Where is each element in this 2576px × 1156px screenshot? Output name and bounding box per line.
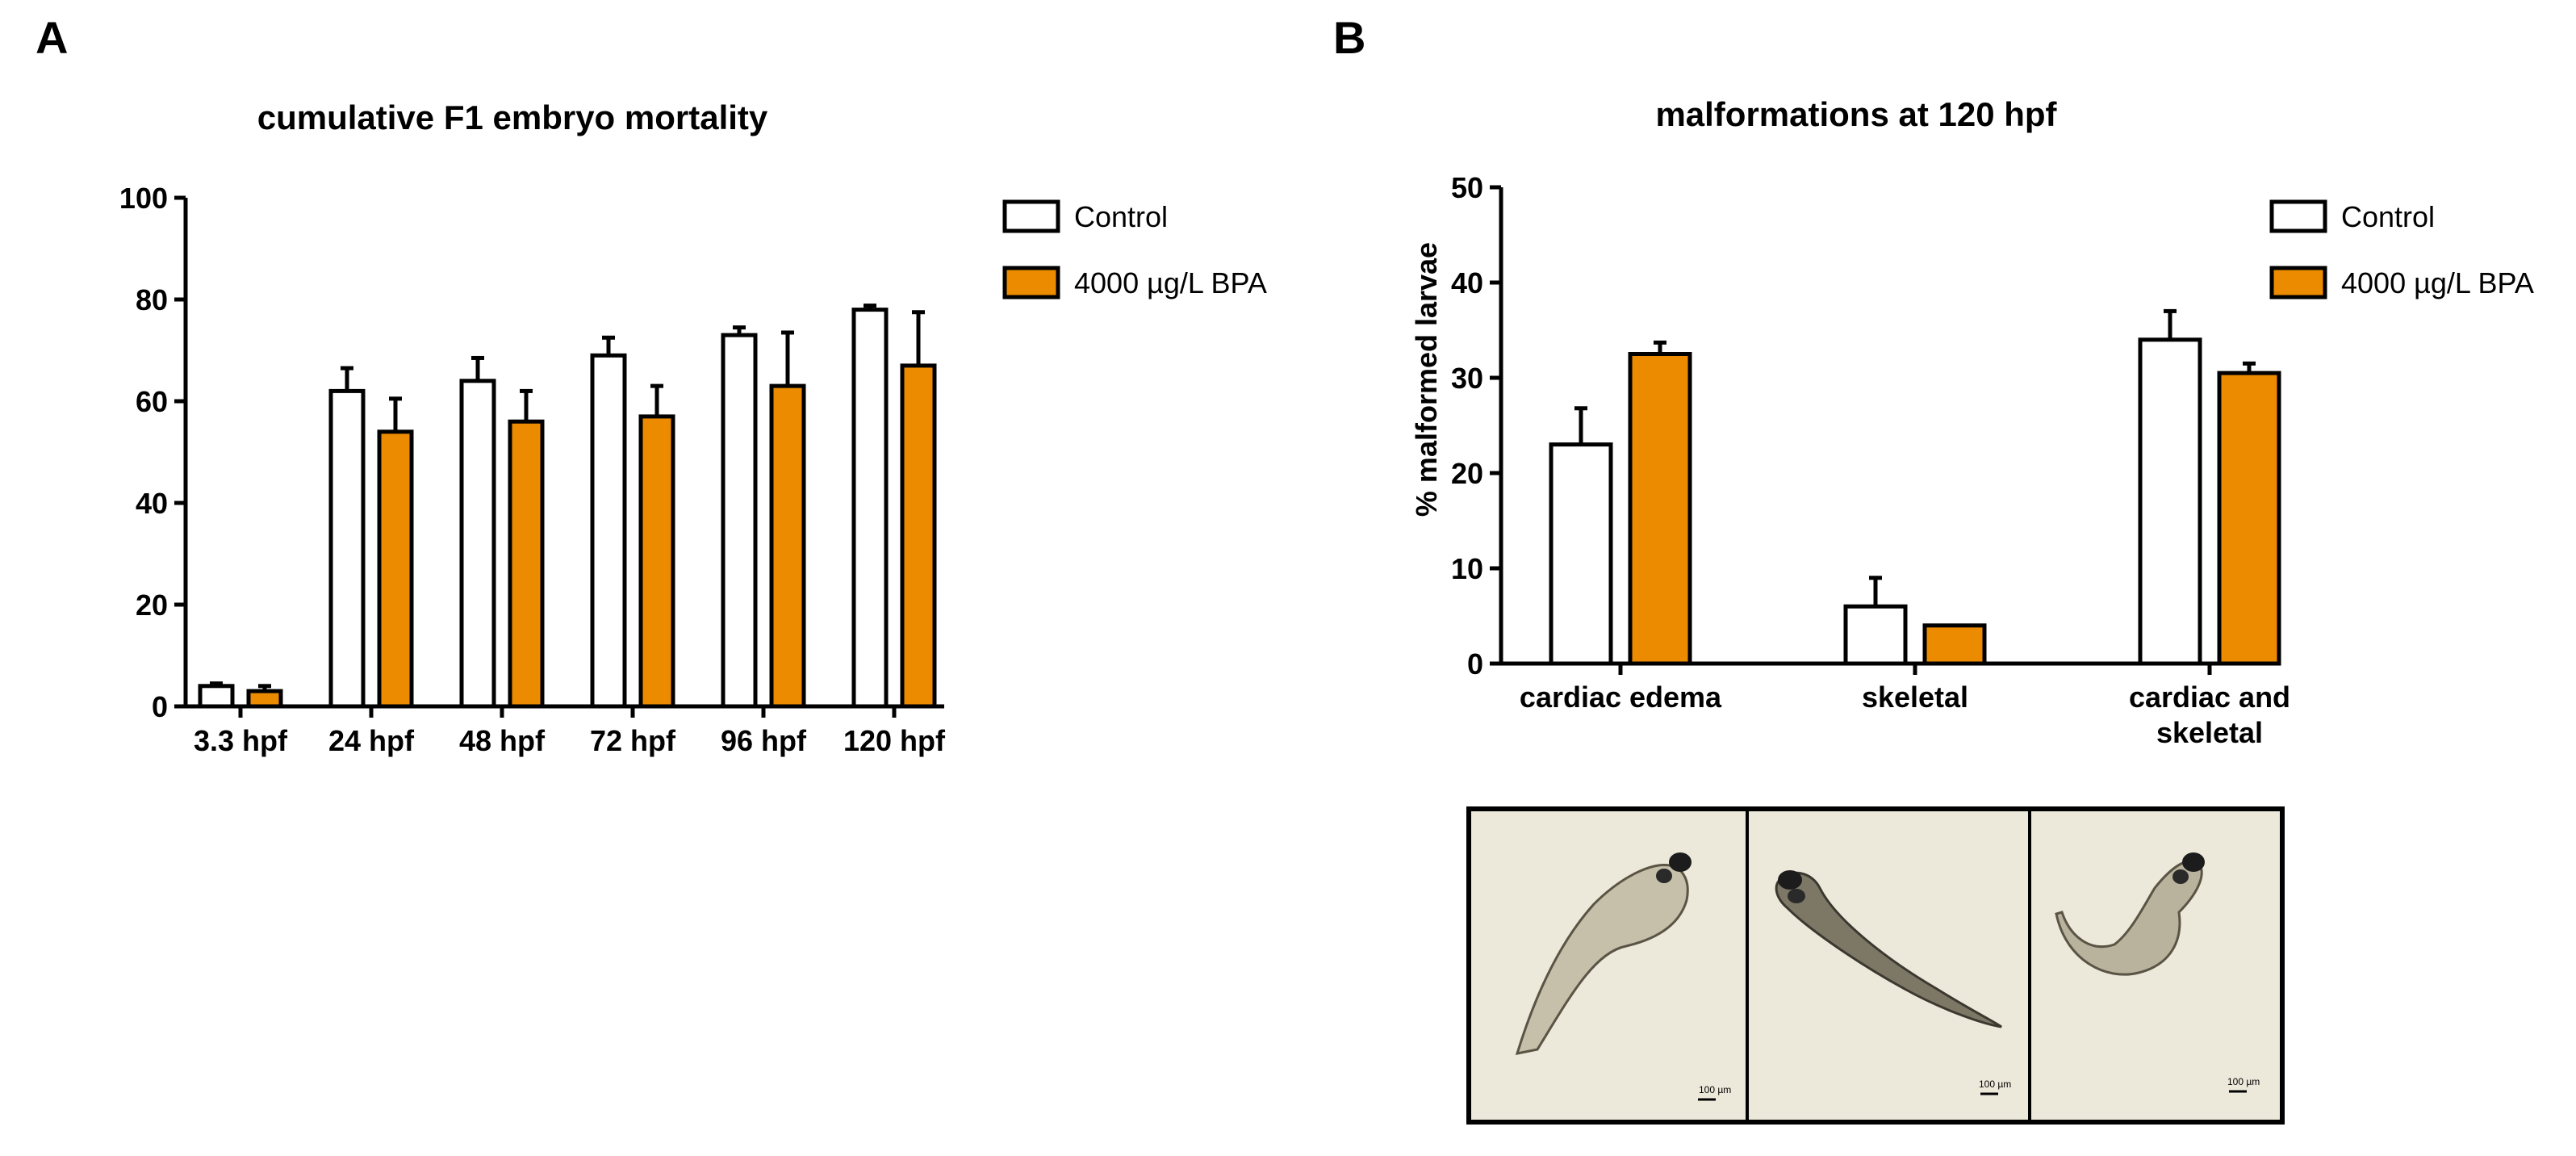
bar-control <box>2138 337 2202 666</box>
legend-swatch <box>1002 266 1060 299</box>
y-tick-label: 0 <box>1467 647 1483 681</box>
y-tick-label: 20 <box>136 588 168 622</box>
x-category-label: 48 hpf <box>459 724 546 757</box>
y-tick-label: 40 <box>136 487 168 520</box>
x-category-label: skeletal <box>2156 716 2263 749</box>
bar-control <box>590 353 627 709</box>
larva-eye <box>1778 870 1802 890</box>
x-category-label: 72 hpf <box>590 724 676 757</box>
microscopy-strip: 100 µm 100 µm 100 µm <box>1466 806 2285 1125</box>
x-category-label: 96 hpf <box>721 724 807 757</box>
scale-label: 100 µm <box>2227 1076 2260 1087</box>
legend-label: 4000 µg/L BPA <box>1074 266 1267 299</box>
legend-swatch <box>2269 266 2327 299</box>
chart-a-title: cumulative F1 embryo mortality <box>257 98 768 136</box>
x-category-label: skeletal <box>1862 681 1968 714</box>
chart-b-title: malformations at 120 hpf <box>1655 95 2057 133</box>
chart-b-ylabel: % malformed larvae <box>1410 242 1443 517</box>
y-tick-label: 40 <box>1451 266 1483 299</box>
scale-label: 100 µm <box>1699 1084 1731 1095</box>
chart-a: 0 20 40 60 80 100 3.3 hpf 24 hpf 48 hpf 72 hpf 96 … <box>119 182 1267 757</box>
bar-control <box>1843 604 1908 666</box>
larva-skeletal-image: 100 µm <box>1775 870 2011 1095</box>
larva-eye <box>1669 852 1692 872</box>
larva-body <box>1515 864 1689 1055</box>
y-tick-label: 80 <box>136 283 168 316</box>
legend-swatch <box>2269 199 2327 233</box>
legend-label: 4000 µg/L BPA <box>2341 266 2534 299</box>
bar-bpa <box>2217 371 2281 666</box>
bar-control <box>1549 442 1613 666</box>
microscopy-frame <box>1466 806 2285 1125</box>
larva-eye <box>1788 889 1805 903</box>
legend-label: Control <box>1074 200 1168 233</box>
larva-eye <box>1656 869 1672 883</box>
bar-bpa <box>377 429 414 709</box>
larva-eye <box>2182 852 2205 872</box>
y-tick-label: 50 <box>1451 171 1483 204</box>
bar-bpa <box>246 689 283 709</box>
panel-a-letter: A <box>36 12 68 63</box>
bar-bpa <box>769 383 806 709</box>
larva-eye <box>2172 869 2189 884</box>
x-category-label: cardiac and <box>2129 681 2290 714</box>
bar-control <box>459 379 496 709</box>
scale-label: 100 µm <box>1979 1079 2011 1090</box>
x-category-label: 3.3 hpf <box>194 724 288 757</box>
larva-cardiac-and-skeletal-image: 100 µm <box>2055 852 2260 1093</box>
larva-cardiac-edema-image: 100 µm <box>1515 852 1731 1101</box>
bar-control <box>198 684 235 709</box>
bar-bpa <box>1922 623 1987 666</box>
bar-control <box>851 308 889 709</box>
x-category-label: 24 hpf <box>328 724 415 757</box>
bar-bpa <box>638 414 675 709</box>
bar-control <box>721 333 758 709</box>
legend-label: Control <box>2341 200 2435 233</box>
x-category-label: 120 hpf <box>843 724 946 757</box>
y-tick-label: 100 <box>119 182 168 215</box>
x-category-label: cardiac edema <box>1520 681 1722 714</box>
larva-body <box>1775 871 2002 1028</box>
y-tick-label: 10 <box>1451 552 1483 585</box>
y-tick-label: 0 <box>152 690 168 723</box>
panel-b-letter: B <box>1333 12 1365 63</box>
bar-control <box>328 388 366 709</box>
bar-bpa <box>1628 352 1692 666</box>
y-tick-label: 20 <box>1451 457 1483 490</box>
y-tick-label: 60 <box>136 385 168 418</box>
legend-swatch <box>1002 199 1060 233</box>
y-tick-label: 30 <box>1451 362 1483 395</box>
bar-bpa <box>900 363 937 709</box>
bar-bpa <box>508 419 545 709</box>
